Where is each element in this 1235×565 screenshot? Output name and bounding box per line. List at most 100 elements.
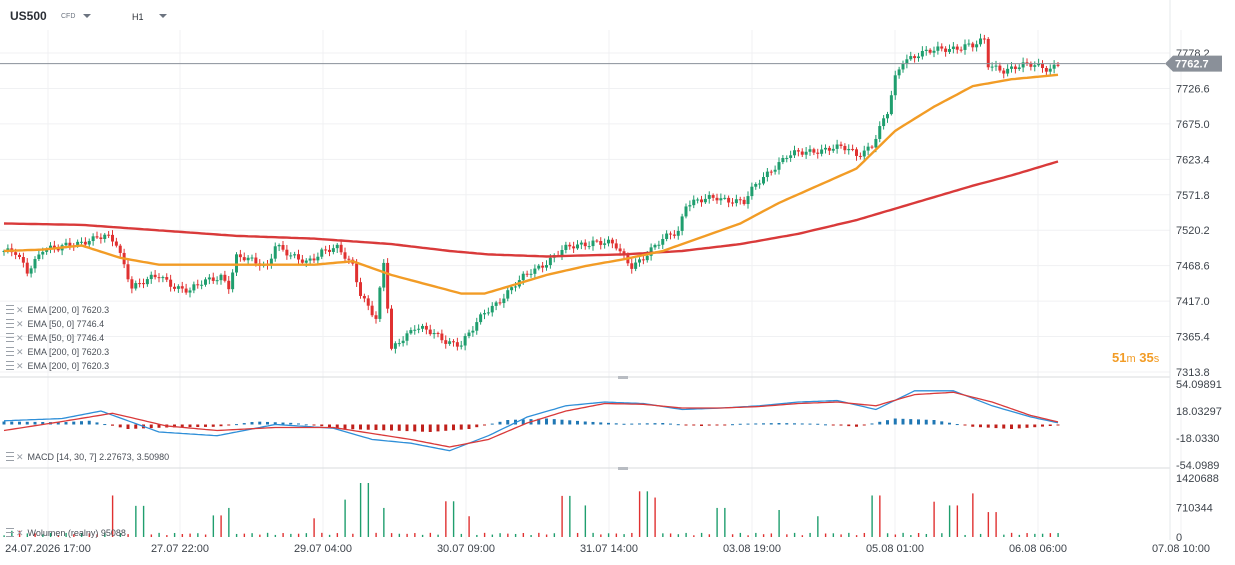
candle-body: [525, 273, 529, 275]
menu-icon[interactable]: [6, 361, 14, 370]
menu-icon[interactable]: [6, 319, 14, 328]
symbol-name[interactable]: US500: [10, 9, 47, 23]
macd-signal-line: [3, 391, 1059, 448]
indicator-legend-ema[interactable]: ✕ EMA [50, 0] 7746.4: [6, 332, 104, 345]
close-icon[interactable]: ✕: [16, 361, 24, 371]
indicator-legend-volume[interactable]: ✕ Wolumen (realny) 95088: [6, 527, 126, 540]
candle-body: [998, 65, 1002, 71]
candle-body: [676, 230, 680, 236]
macd-histogram-bar: [444, 424, 448, 431]
macd-histogram-bar: [893, 418, 897, 425]
candle-body: [583, 242, 587, 247]
candle-body: [254, 257, 258, 264]
candle-body: [362, 295, 366, 299]
indicator-legend-label: EMA [200, 0] 7620.3: [27, 305, 110, 315]
volume-bar: [894, 534, 897, 537]
candle-body: [1010, 66, 1013, 69]
macd-histogram-bar: [614, 423, 618, 425]
pane-resize-handle[interactable]: [618, 467, 628, 470]
candle-body: [816, 152, 820, 154]
close-icon[interactable]: ✕: [16, 452, 24, 462]
macd-histogram-bar: [607, 422, 610, 425]
macd-histogram-bar: [467, 424, 471, 429]
volume-bar: [886, 533, 889, 537]
volume-bar: [352, 533, 354, 537]
candle-body: [312, 258, 316, 261]
indicator-legend-macd[interactable]: ✕ MACD [14, 30, 7] 2.27673, 3.50980: [6, 451, 169, 464]
indicator-legend-ema[interactable]: ✕ EMA [200, 0] 7620.3: [6, 360, 109, 373]
macd-axis[interactable]: 54.09891 18.03297 -18.0330 -54.0989: [1176, 379, 1222, 472]
volume-bar: [383, 507, 385, 537]
price-axis[interactable]: 7778.27726.67675.07623.47571.87520.27468…: [1176, 48, 1210, 379]
candle-body: [390, 308, 393, 349]
volume-bar: [793, 532, 796, 537]
volume-bar: [344, 499, 346, 537]
macd-histogram-bar: [111, 424, 114, 426]
volume-bar: [445, 501, 447, 537]
candle-body: [95, 236, 99, 238]
macd-histogram-bar: [188, 424, 192, 428]
candle-body: [289, 255, 293, 257]
volume-tick-label: 0: [1176, 532, 1182, 544]
volume-bar: [600, 534, 602, 537]
macd-histogram-bar: [723, 424, 727, 426]
candle-body: [762, 177, 765, 184]
candle-body: [599, 241, 603, 245]
candle-body: [91, 236, 95, 242]
macd-histogram-bar: [173, 424, 176, 428]
volume-bar: [414, 533, 416, 537]
candle-body: [607, 239, 610, 244]
volume-bar: [460, 533, 463, 537]
candle-body: [874, 138, 878, 148]
close-icon[interactable]: ✕: [16, 319, 24, 329]
chevron-down-icon[interactable]: [83, 14, 91, 18]
macd-histogram-bar: [521, 419, 525, 425]
macd-histogram-bar: [1056, 424, 1060, 426]
indicator-legend-ema[interactable]: ✕ EMA [200, 0] 7620.3: [6, 304, 109, 317]
menu-icon[interactable]: [6, 305, 14, 314]
candle-body: [134, 283, 138, 289]
macd-tick-label: -54.0989: [1176, 460, 1219, 472]
menu-icon[interactable]: [6, 347, 14, 356]
candle-body: [734, 199, 738, 204]
close-icon[interactable]: ✕: [16, 347, 24, 357]
close-icon[interactable]: ✕: [16, 528, 24, 538]
candle-body: [2, 250, 6, 252]
candle-body: [459, 345, 463, 347]
macd-histogram-bar: [506, 420, 510, 425]
volume-bar: [693, 535, 695, 537]
candle-body: [21, 257, 25, 263]
candle-body: [238, 254, 242, 258]
pane-resize-handle[interactable]: [618, 376, 628, 379]
close-icon[interactable]: ✕: [16, 305, 24, 315]
candle-body: [316, 256, 320, 261]
candle-body: [1025, 62, 1029, 64]
volume-bar: [26, 533, 29, 537]
close-icon[interactable]: ✕: [16, 333, 24, 343]
candle-body: [502, 298, 506, 304]
indicator-legend-ema[interactable]: ✕ EMA [50, 0] 7746.4: [6, 318, 104, 331]
volume-bar: [964, 534, 966, 537]
macd-histogram-bar: [33, 421, 37, 425]
timeframe-selector[interactable]: H1: [132, 12, 144, 22]
candle-body: [293, 254, 297, 256]
volume-bar: [1018, 534, 1021, 537]
macd-histogram-bar: [971, 424, 975, 427]
candle-body: [227, 280, 231, 290]
menu-icon[interactable]: [6, 452, 14, 461]
candle-body: [979, 38, 982, 45]
macd-histogram-bar: [475, 424, 479, 428]
countdown-minutes: 51: [1112, 350, 1127, 365]
volume-axis[interactable]: 1420688 710344 0: [1176, 473, 1219, 544]
menu-icon[interactable]: [6, 333, 14, 342]
indicator-legend-ema[interactable]: ✕ EMA [200, 0] 7620.3: [6, 346, 109, 359]
price-tick-label: 7313.8: [1176, 367, 1210, 379]
candle-body: [564, 244, 568, 250]
candle-body: [386, 262, 390, 309]
time-axis[interactable]: 24.07.2026 17:00 27.07 22:00 29.07 04:00 30…: [5, 543, 1210, 555]
indicator-legend-label: EMA [50, 0] 7746.4: [27, 319, 105, 329]
chevron-down-icon[interactable]: [159, 14, 167, 18]
menu-icon[interactable]: [6, 528, 14, 537]
candle-body: [52, 245, 56, 249]
